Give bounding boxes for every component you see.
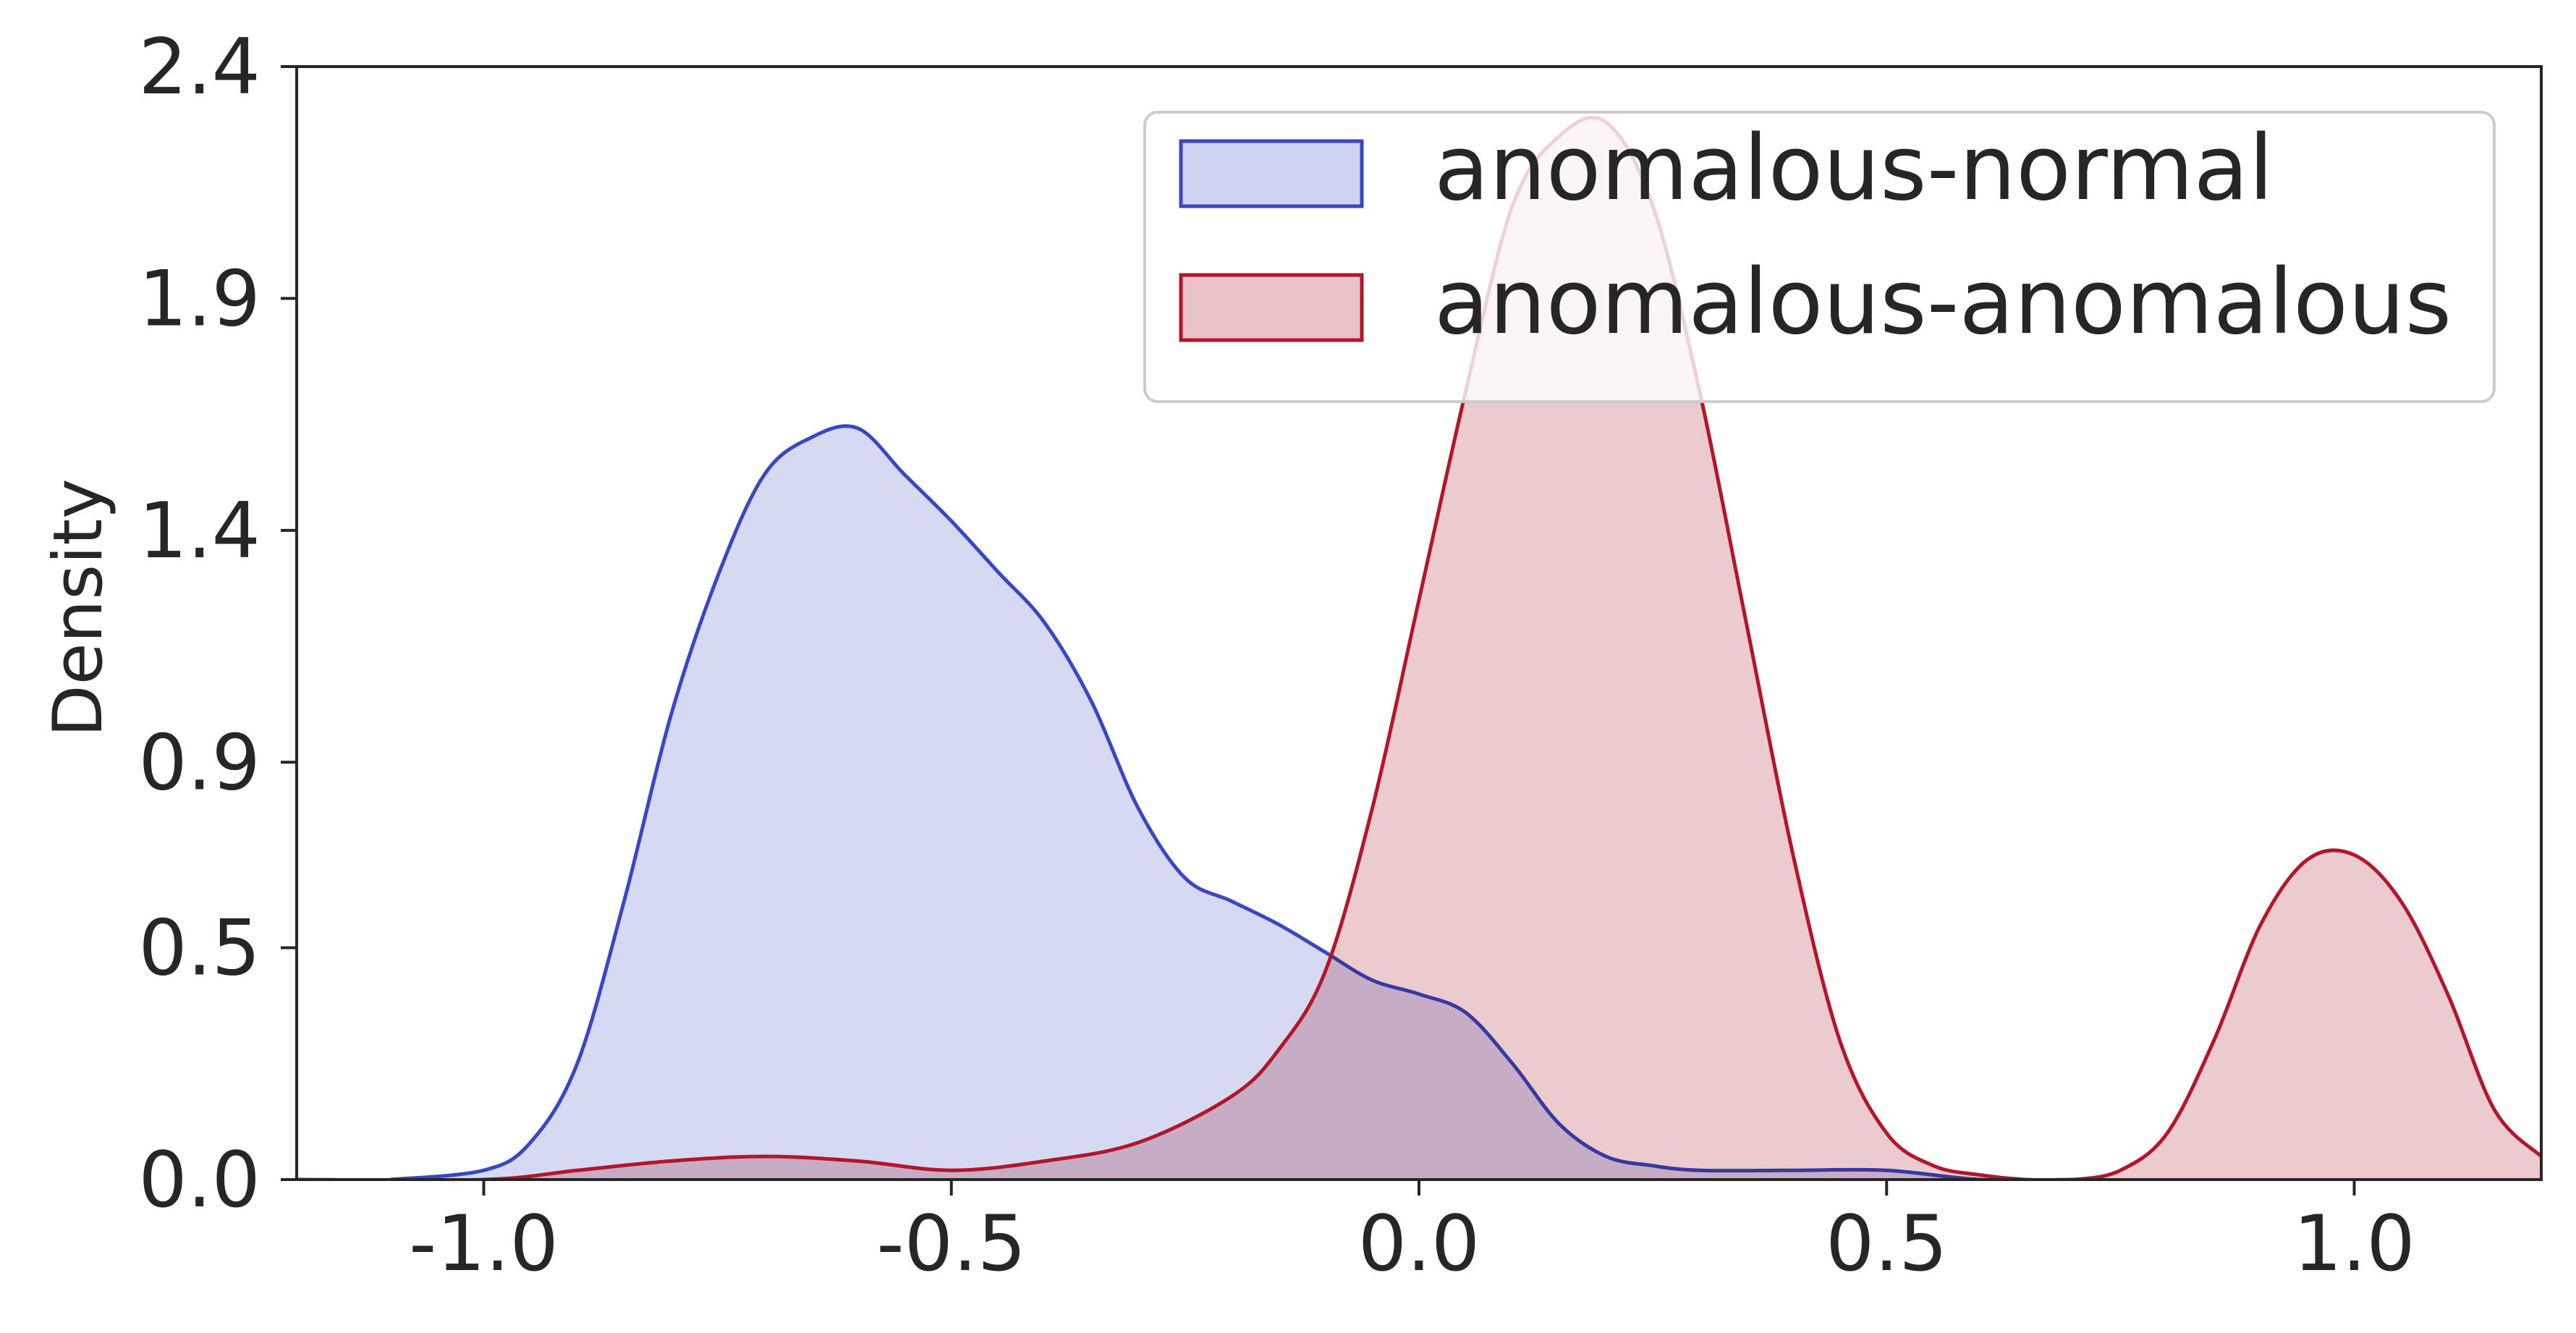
x-tick-label: 0.0 [1358, 1199, 1480, 1288]
y-axis-label: Density [39, 478, 118, 737]
y-tick-label: 1.9 [138, 254, 260, 343]
y-tick-label: 2.4 [138, 22, 260, 111]
series-area-0 [390, 426, 2074, 1180]
legend-label: anomalous-anomalous [1434, 250, 2452, 355]
y-tick-label: 0.5 [138, 904, 260, 993]
x-tick-label: -0.5 [876, 1199, 1026, 1288]
legend: anomalous-normal anomalous-anomalous [1143, 111, 2496, 403]
series-area-1 [297, 117, 2541, 1180]
x-tick-label: 1.0 [2293, 1199, 2415, 1288]
y-tick-label: 1.4 [138, 486, 260, 575]
axes: -1.0 -0.5 0.0 0.5 1.0 0.0 0.5 0.9 1.4 1.9 2.4 [138, 22, 2543, 1288]
legend-swatch [1179, 139, 1364, 208]
y-tick-label: 0.0 [138, 1135, 260, 1224]
x-tick-label: 0.5 [1826, 1199, 1948, 1288]
legend-box [1143, 111, 2496, 403]
y-tick-label: 0.9 [138, 718, 260, 807]
legend-swatch [1179, 273, 1364, 342]
legend-label: anomalous-normal [1434, 117, 2274, 221]
x-tick-label: -1.0 [409, 1199, 559, 1288]
